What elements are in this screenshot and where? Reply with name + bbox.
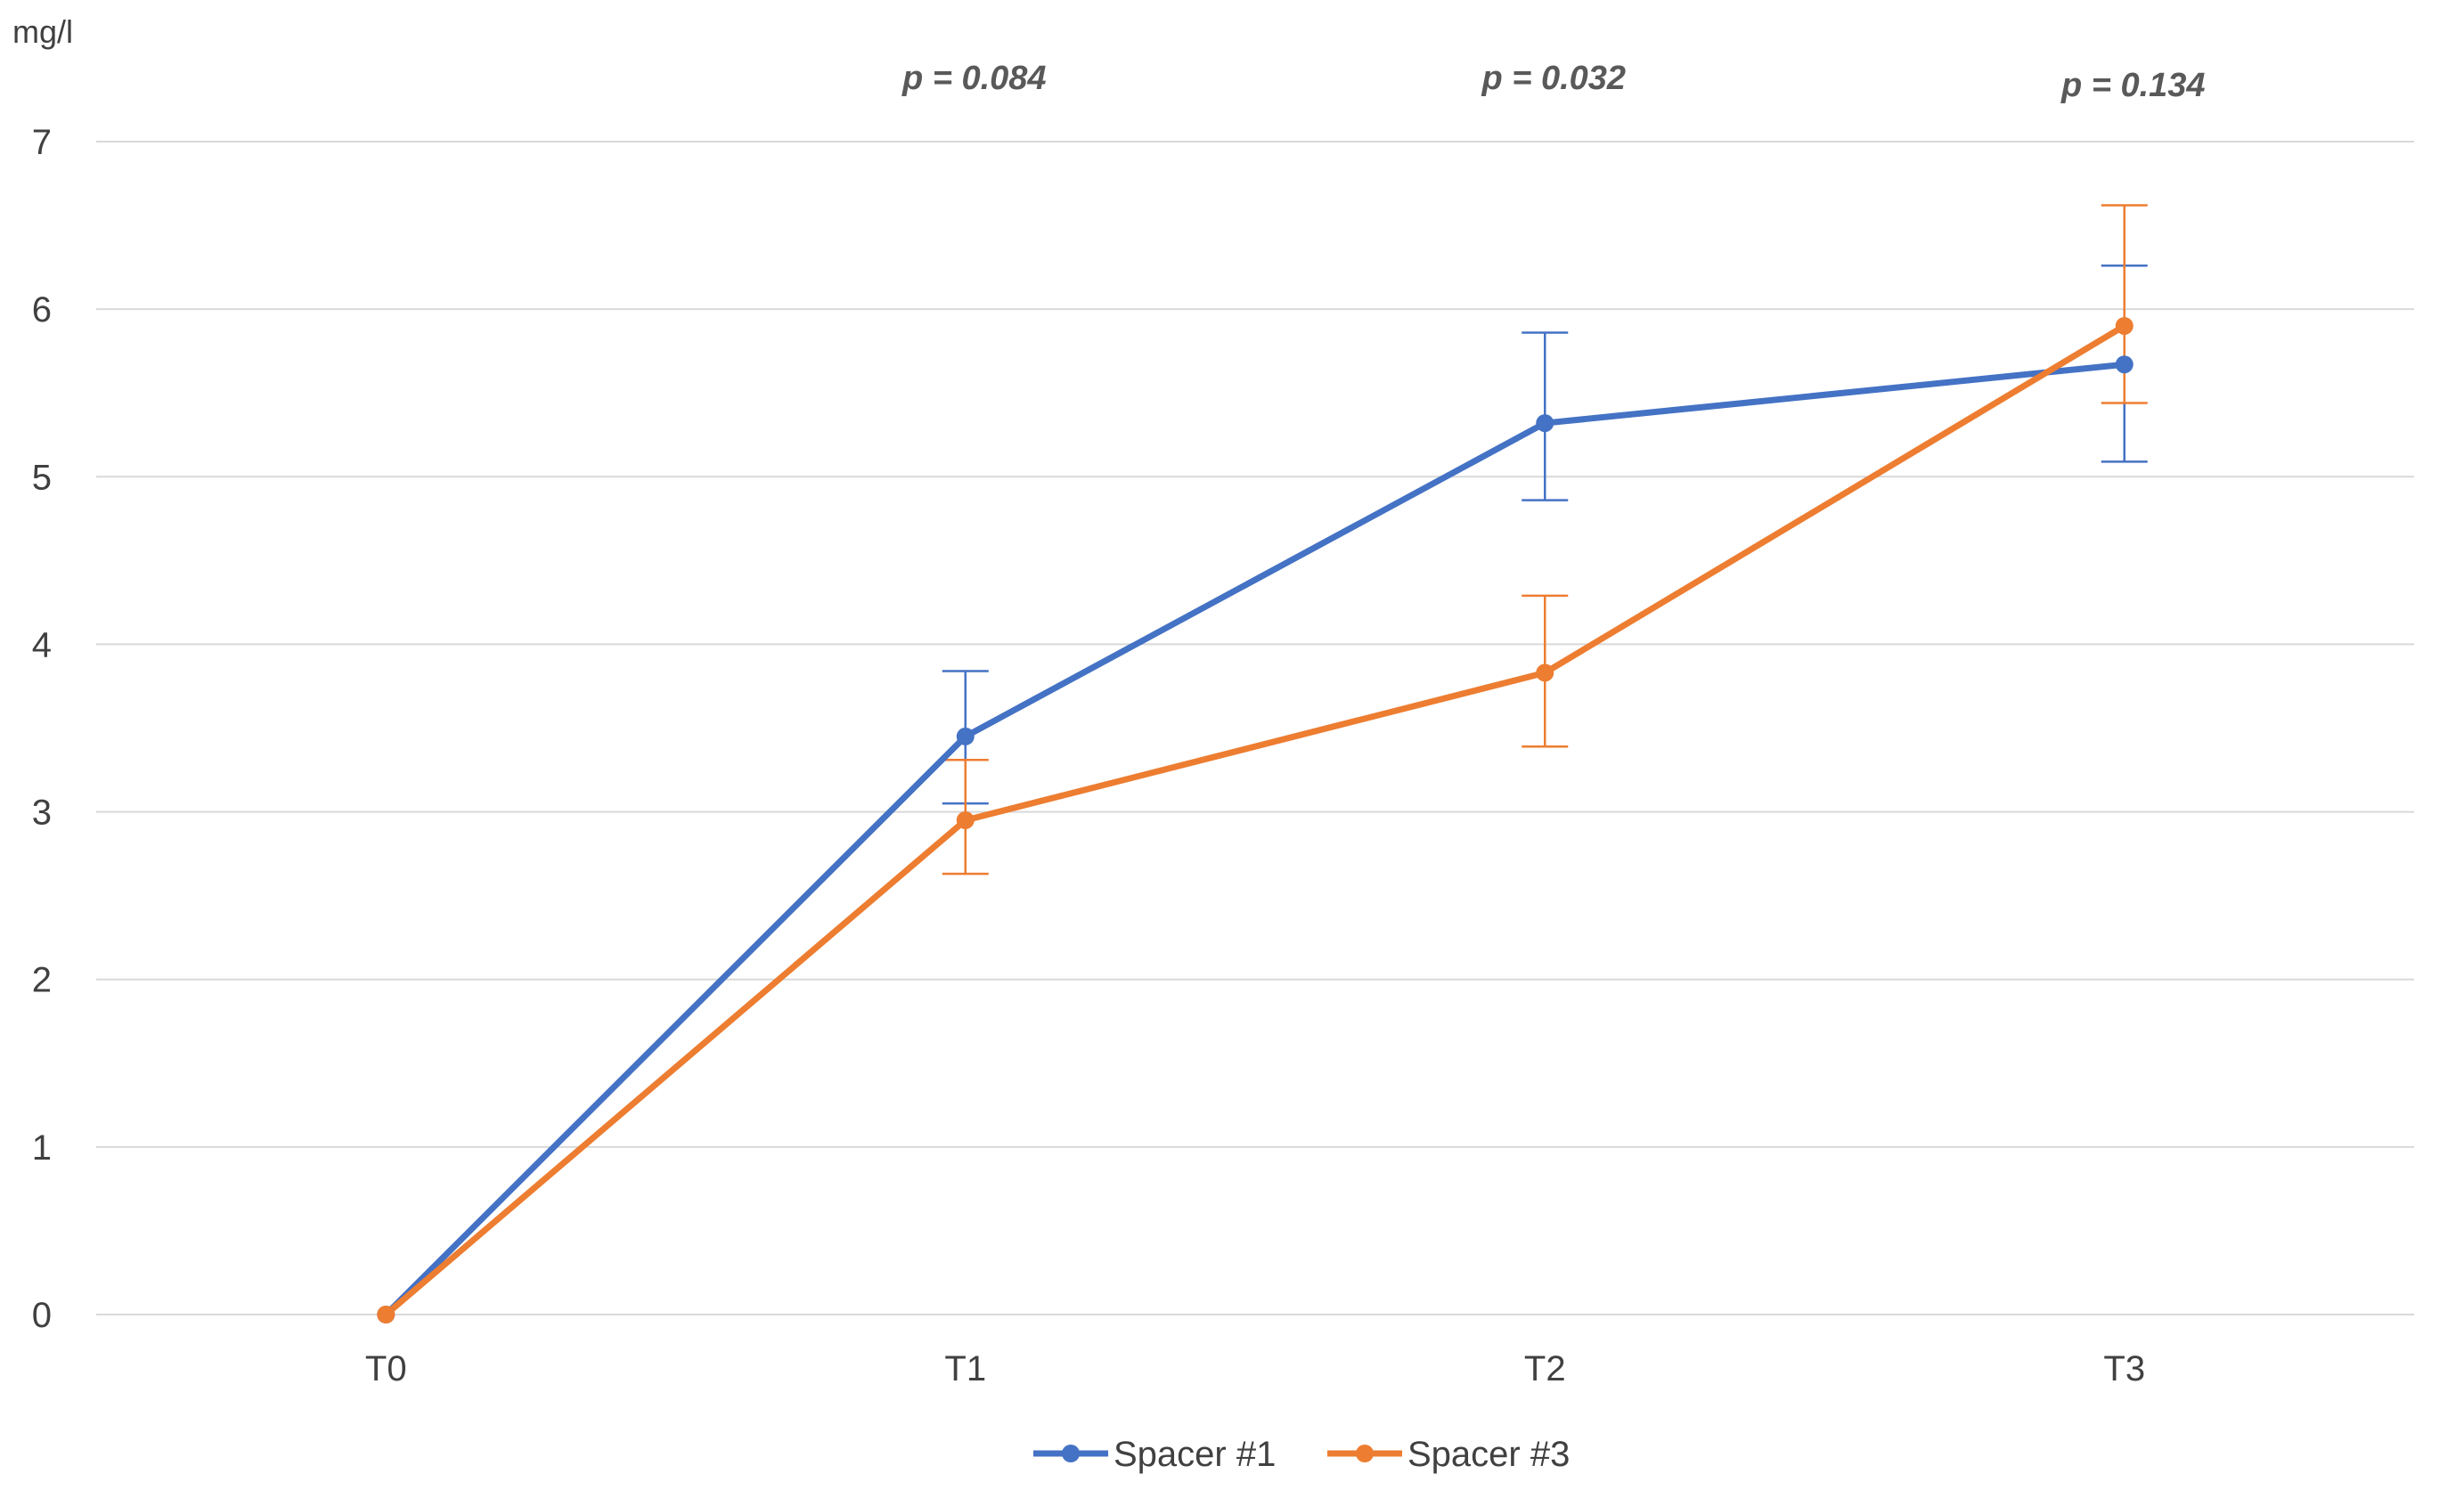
x-tick-label: T1 bbox=[944, 1349, 986, 1388]
legend-swatch-marker bbox=[1356, 1445, 1374, 1462]
series-line bbox=[382, 361, 2128, 1318]
x-tick-label: T2 bbox=[1524, 1349, 1566, 1388]
data-point bbox=[2115, 355, 2134, 374]
x-tick-label: T3 bbox=[2103, 1349, 2145, 1388]
legend: Spacer #1 Spacer #3 bbox=[1033, 1435, 1570, 1474]
y-tick-label: 5 bbox=[32, 458, 52, 497]
y-tick-label: 1 bbox=[32, 1128, 52, 1168]
y-tick-label: 4 bbox=[32, 625, 52, 664]
gridlines bbox=[96, 141, 2414, 1315]
y-tick-label: 7 bbox=[32, 123, 52, 162]
p-value-annotation: p = 0.084 bbox=[902, 60, 1047, 97]
p-value-annotations: p = 0.084 p = 0.032 p = 0.134 bbox=[902, 60, 2206, 104]
x-tick-labels: T0 T1 T2 T3 bbox=[365, 1349, 2145, 1388]
data-point bbox=[956, 727, 975, 745]
p-value-annotation: p = 0.134 bbox=[2060, 67, 2206, 104]
p-value-annotation: p = 0.032 bbox=[1481, 60, 1626, 97]
series-lines bbox=[382, 322, 2128, 1318]
data-point bbox=[377, 1306, 396, 1323]
data-point bbox=[1536, 414, 1554, 433]
y-axis-unit-label: mg/l bbox=[12, 13, 73, 50]
y-tick-labels: 0 1 2 3 4 5 6 7 bbox=[32, 123, 52, 1335]
legend-label: Spacer #1 bbox=[1114, 1435, 1276, 1474]
x-tick-label: T0 bbox=[365, 1349, 407, 1388]
y-tick-label: 0 bbox=[32, 1296, 52, 1335]
y-tick-label: 6 bbox=[32, 290, 52, 330]
legend-swatch-marker bbox=[1062, 1445, 1080, 1462]
data-point bbox=[1536, 664, 1554, 682]
data-point bbox=[2115, 316, 2134, 335]
data-points bbox=[377, 316, 2134, 1323]
series-line bbox=[382, 322, 2128, 1318]
y-tick-label: 2 bbox=[32, 961, 52, 1000]
error-bars bbox=[942, 204, 2148, 875]
data-point bbox=[956, 810, 975, 829]
legend-label: Spacer #3 bbox=[1407, 1435, 1570, 1474]
y-tick-label: 3 bbox=[32, 794, 52, 833]
